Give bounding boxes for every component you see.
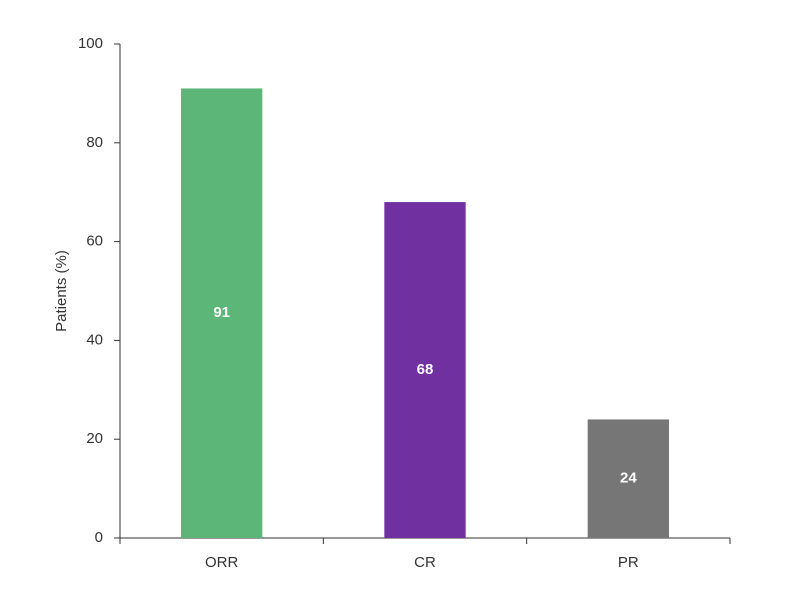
y-tick-label: 0	[95, 529, 103, 546]
y-tick-label: 20	[86, 430, 103, 447]
bar	[587, 419, 669, 538]
x-tick-label: PR	[618, 554, 639, 571]
value-label: 24	[620, 470, 637, 487]
value-label: 68	[417, 361, 434, 378]
y-tick-label: 80	[86, 134, 103, 151]
bar	[181, 88, 263, 539]
x-tick-label: ORR	[205, 554, 239, 571]
bar	[384, 202, 466, 538]
y-tick-label: 40	[86, 331, 103, 348]
x-tick-label: CR	[414, 554, 436, 571]
value-label: 91	[213, 304, 230, 321]
y-tick-label: 100	[78, 35, 103, 52]
y-axis-label: Patients (%)	[53, 250, 70, 332]
y-tick-label: 60	[86, 233, 103, 250]
